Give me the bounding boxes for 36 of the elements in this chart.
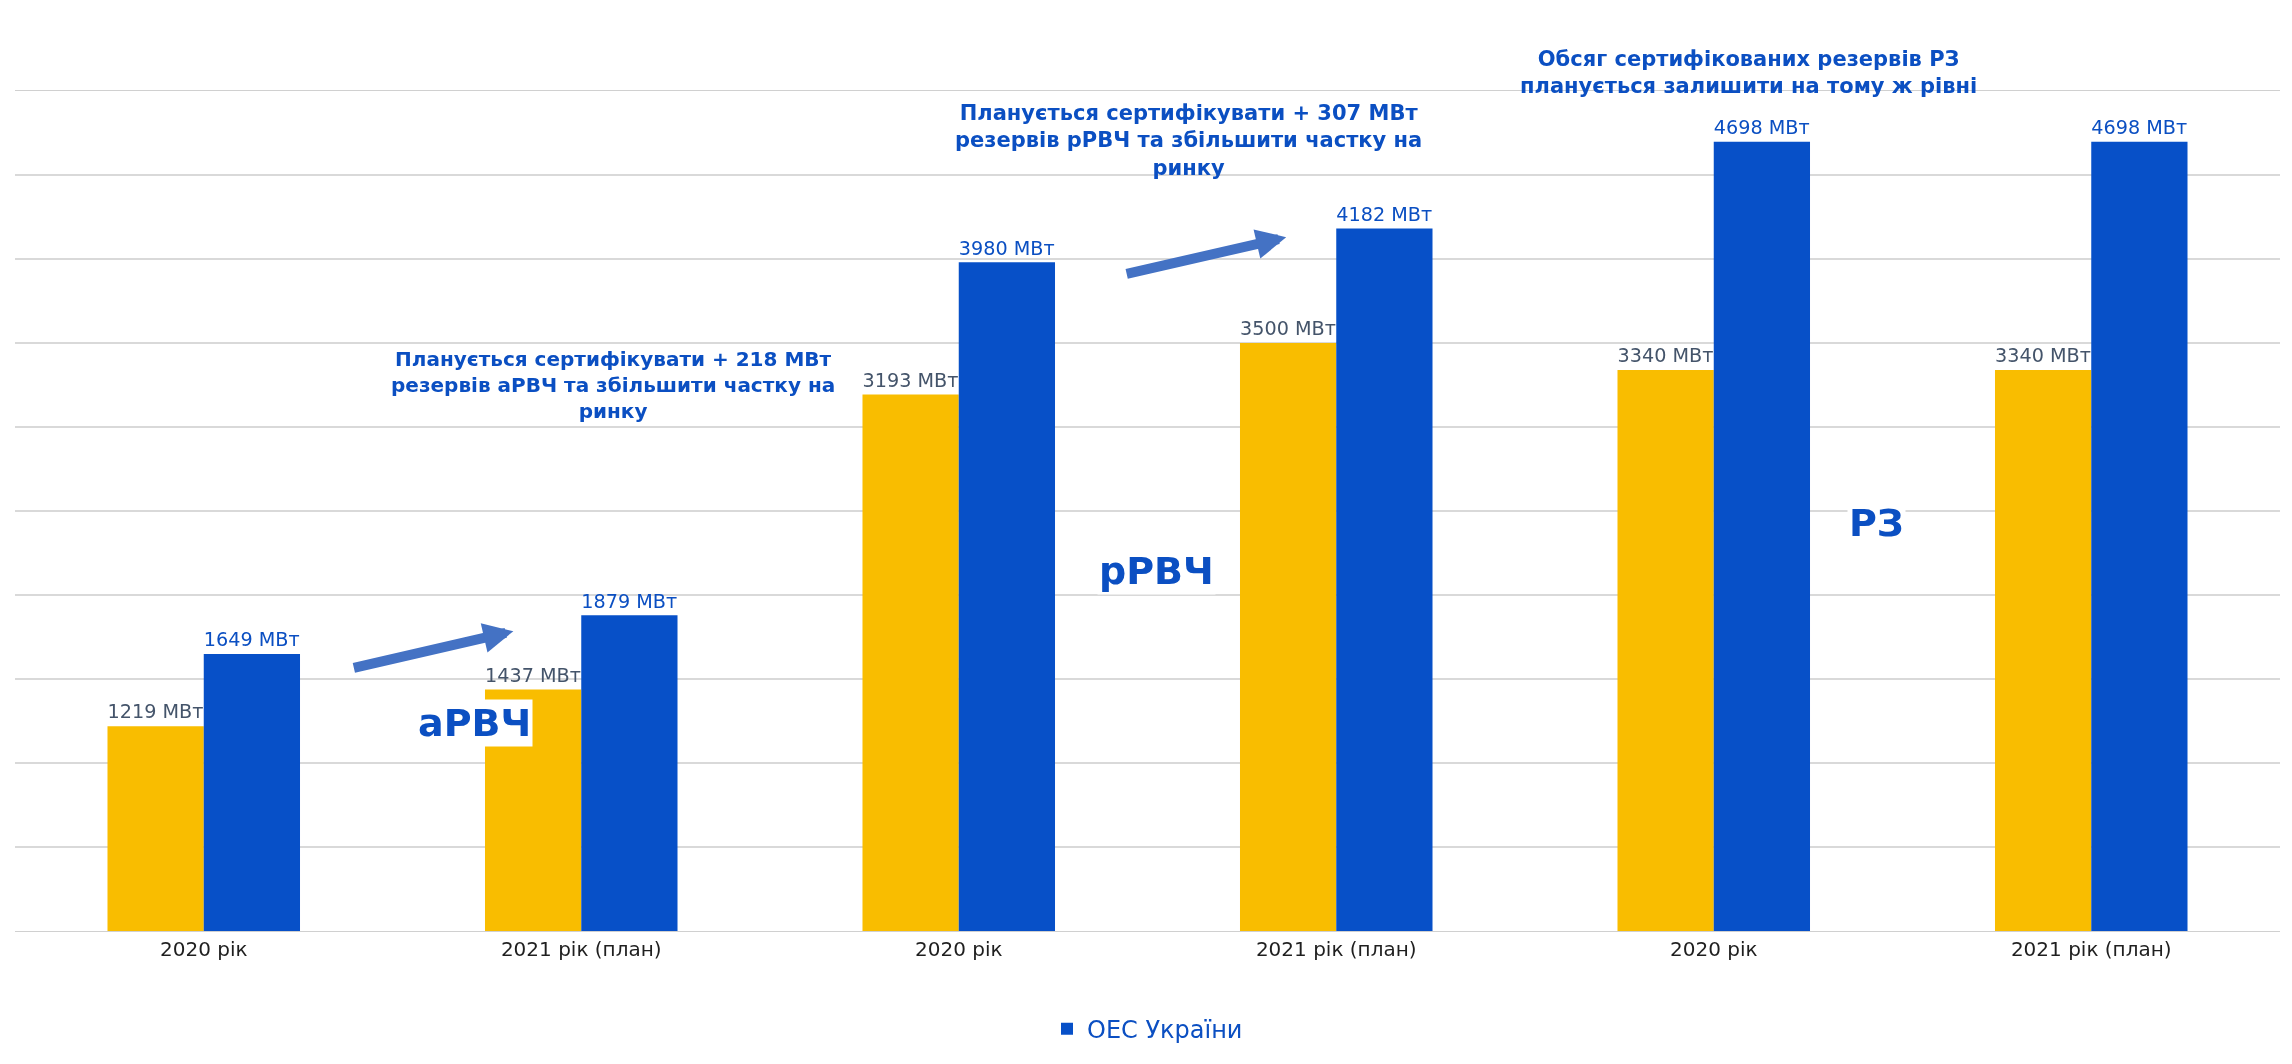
x-tick-label: 2021 рік (план)	[2010, 937, 2172, 961]
bar	[203, 653, 301, 931]
data-label: 3500 МВт	[1240, 317, 1336, 341]
x-tick-label: 2020 рік	[1669, 937, 1758, 961]
data-label: 3980 МВт	[958, 236, 1055, 260]
x-tick-label: 2020 рік	[914, 937, 1003, 961]
bar	[1336, 228, 1433, 931]
bar	[581, 615, 678, 931]
bar	[862, 394, 959, 931]
data-label: 1219 МВт	[107, 700, 204, 724]
annotation: аРВЧ	[418, 701, 532, 745]
annotation: рРВЧ	[1099, 549, 1214, 593]
x-tick-label: 2021 рік (план)	[500, 937, 662, 961]
bar	[1617, 369, 1714, 931]
data-label: 3340 МВт	[1995, 344, 2091, 368]
data-label: 3340 МВт	[1617, 344, 1714, 368]
data-label: 1879 МВт	[581, 589, 678, 613]
x-tick-label: 2021 рік (план)	[1255, 937, 1417, 961]
legend-label: ОЕС України	[1087, 1016, 1243, 1045]
bar	[1994, 369, 2092, 931]
annotation: Планується сертифікувати + 307 МВт резервів рРВЧ та збільшити частку на ринку	[955, 101, 1423, 180]
data-label: 4698 МВт	[2091, 115, 2188, 139]
bar	[1713, 141, 1811, 931]
bar	[107, 726, 204, 931]
bar	[1239, 343, 1337, 931]
annotation: Планується сертифікувати + 218 МВт резервів аРВЧ та збільшити частку на ринку	[391, 347, 836, 423]
x-tick-label: 2020 рік	[159, 937, 248, 961]
data-label: 1649 МВт	[203, 628, 300, 652]
data-label: 1437 МВт	[485, 663, 581, 687]
bar	[958, 262, 1056, 931]
annotation: Обсяг сертифікованих резервів РЗ планується залишити на тому ж рівні	[1520, 47, 1978, 99]
data-label: 3193 МВт	[862, 368, 959, 392]
bar	[2091, 141, 2188, 931]
data-label: 4698 МВт	[1713, 115, 1810, 139]
data-label: 4182 МВт	[1336, 202, 1433, 226]
annotation: РЗ	[1849, 501, 1904, 545]
